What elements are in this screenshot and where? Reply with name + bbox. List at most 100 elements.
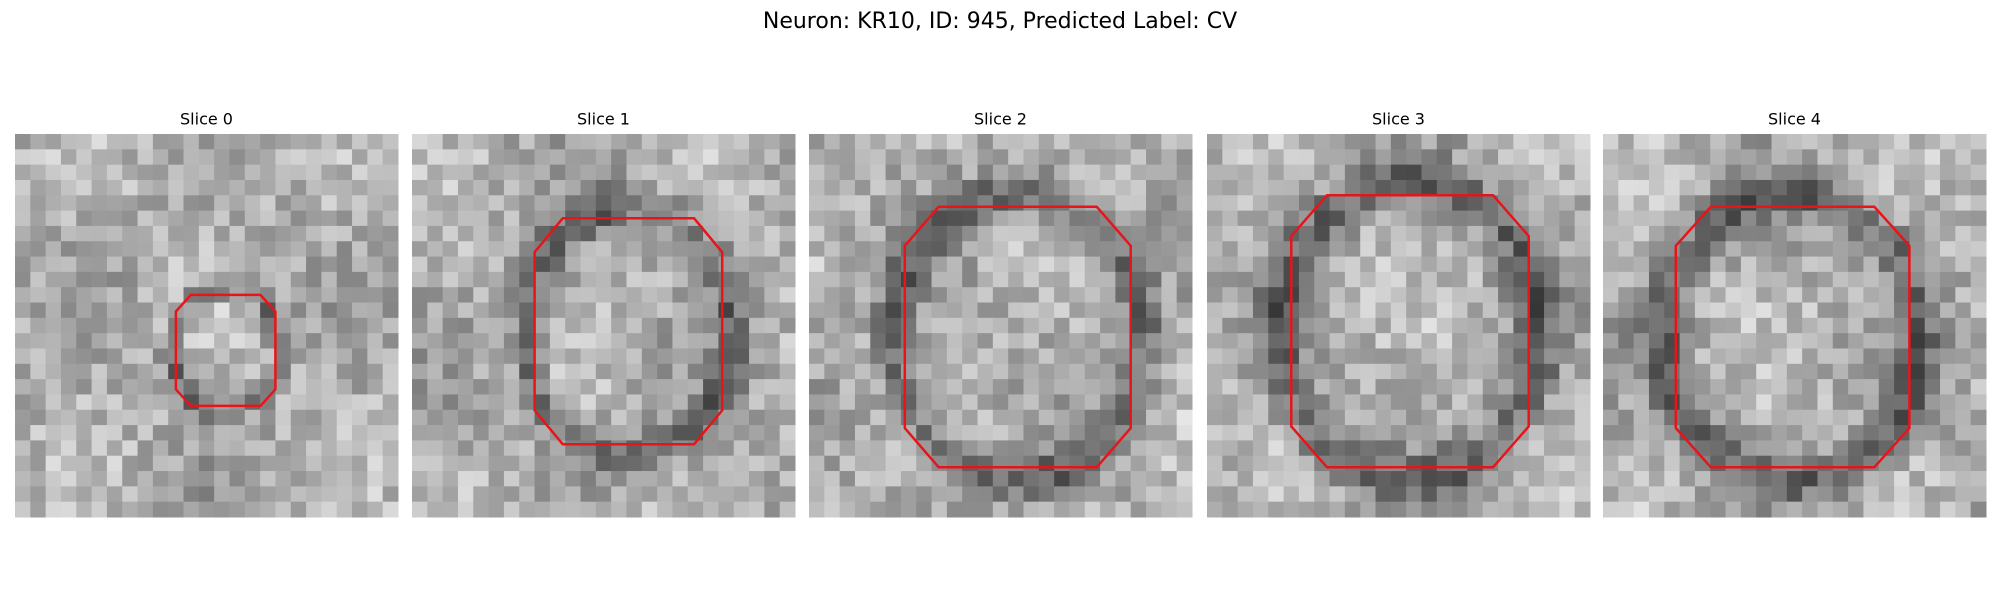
- pixel: [1544, 379, 1560, 395]
- pixel: [1452, 471, 1468, 487]
- pixel: [1023, 425, 1040, 441]
- pixel: [931, 409, 948, 426]
- pixel: [1130, 471, 1147, 487]
- pixel: [1756, 241, 1773, 258]
- pixel: [91, 225, 108, 242]
- pixel: [1528, 195, 1545, 212]
- pixel: [137, 287, 154, 304]
- pixel: [885, 333, 902, 349]
- pixel: [703, 394, 719, 411]
- pixel: [1802, 134, 1818, 150]
- pixel: [1513, 486, 1530, 503]
- pixel: [1482, 363, 1499, 380]
- pixel: [534, 134, 551, 150]
- pixel: [611, 164, 627, 181]
- pixel: [1694, 287, 1711, 304]
- pixel: [214, 256, 230, 273]
- pixel: [1878, 363, 1895, 380]
- pixel: [1360, 302, 1377, 319]
- pixel: [1298, 241, 1315, 258]
- pixel: [1603, 486, 1619, 503]
- pixel: [152, 455, 169, 472]
- pixel: [1146, 348, 1162, 365]
- pixel: [1406, 471, 1422, 487]
- pixel: [1664, 317, 1681, 334]
- pixel: [1817, 287, 1834, 304]
- pixel: [1544, 271, 1560, 288]
- pixel: [30, 241, 47, 258]
- pixel: [91, 241, 108, 258]
- pixel: [306, 179, 322, 196]
- pixel: [244, 501, 261, 518]
- pixel: [1467, 455, 1484, 472]
- pixel: [749, 271, 765, 288]
- pixel: [779, 302, 796, 319]
- pixel: [1344, 271, 1361, 288]
- pixel: [1863, 241, 1880, 258]
- panel-title: Slice 2: [974, 110, 1027, 129]
- pixel: [900, 256, 917, 273]
- pixel: [916, 409, 933, 426]
- pixel: [611, 287, 627, 304]
- pixel: [1115, 363, 1132, 380]
- pixel: [885, 195, 902, 212]
- pixel: [519, 348, 536, 365]
- pixel: [1038, 440, 1055, 457]
- pixel: [427, 164, 444, 181]
- pixel: [198, 363, 215, 380]
- pixel: [1344, 363, 1361, 380]
- pixel: [1694, 333, 1711, 349]
- pixel: [137, 271, 154, 288]
- pixel: [1038, 225, 1055, 242]
- pixel: [733, 379, 750, 395]
- pixel: [1574, 287, 1591, 304]
- pixel: [992, 210, 1009, 227]
- pixel: [534, 271, 551, 288]
- pixel: [749, 501, 765, 518]
- pixel: [1237, 425, 1254, 441]
- pixel: [1955, 210, 1972, 227]
- pixel: [30, 486, 47, 503]
- pixel: [779, 317, 796, 334]
- pixel: [1574, 379, 1591, 395]
- pixel: [1528, 471, 1545, 487]
- pixel: [1710, 333, 1727, 349]
- pixel: [1924, 333, 1941, 349]
- pixel: [1023, 348, 1040, 365]
- pixel: [1603, 455, 1619, 472]
- pixel: [1771, 486, 1788, 503]
- pixel: [76, 317, 93, 334]
- pixel: [336, 333, 353, 349]
- pixel: [1848, 486, 1864, 503]
- pixel: [946, 302, 963, 319]
- pixel: [1694, 179, 1711, 196]
- pixel: [1559, 241, 1576, 258]
- pixel: [1878, 501, 1895, 518]
- pixel: [321, 210, 338, 227]
- pixel: [1298, 363, 1315, 380]
- pixel: [900, 379, 917, 395]
- pixel: [1940, 486, 1956, 503]
- pixel: [1069, 379, 1086, 395]
- pixel: [473, 409, 490, 426]
- pixel: [457, 348, 474, 365]
- pixel: [1421, 179, 1438, 196]
- pixel: [1498, 486, 1514, 503]
- pixel: [900, 134, 917, 150]
- pixel: [1618, 394, 1635, 411]
- pixel: [1771, 501, 1788, 518]
- pixel: [1100, 164, 1116, 181]
- pixel: [336, 271, 353, 288]
- pixel: [549, 225, 566, 242]
- pixel: [1725, 455, 1742, 472]
- pixel: [1924, 425, 1941, 441]
- pixel: [473, 241, 490, 258]
- pixel: [1848, 241, 1864, 258]
- pixel: [580, 179, 597, 196]
- pixel: [488, 179, 505, 196]
- pixel: [1146, 287, 1162, 304]
- pixel: [1482, 241, 1499, 258]
- pixel: [703, 195, 719, 212]
- pixel: [168, 210, 185, 227]
- pixel: [1222, 333, 1239, 349]
